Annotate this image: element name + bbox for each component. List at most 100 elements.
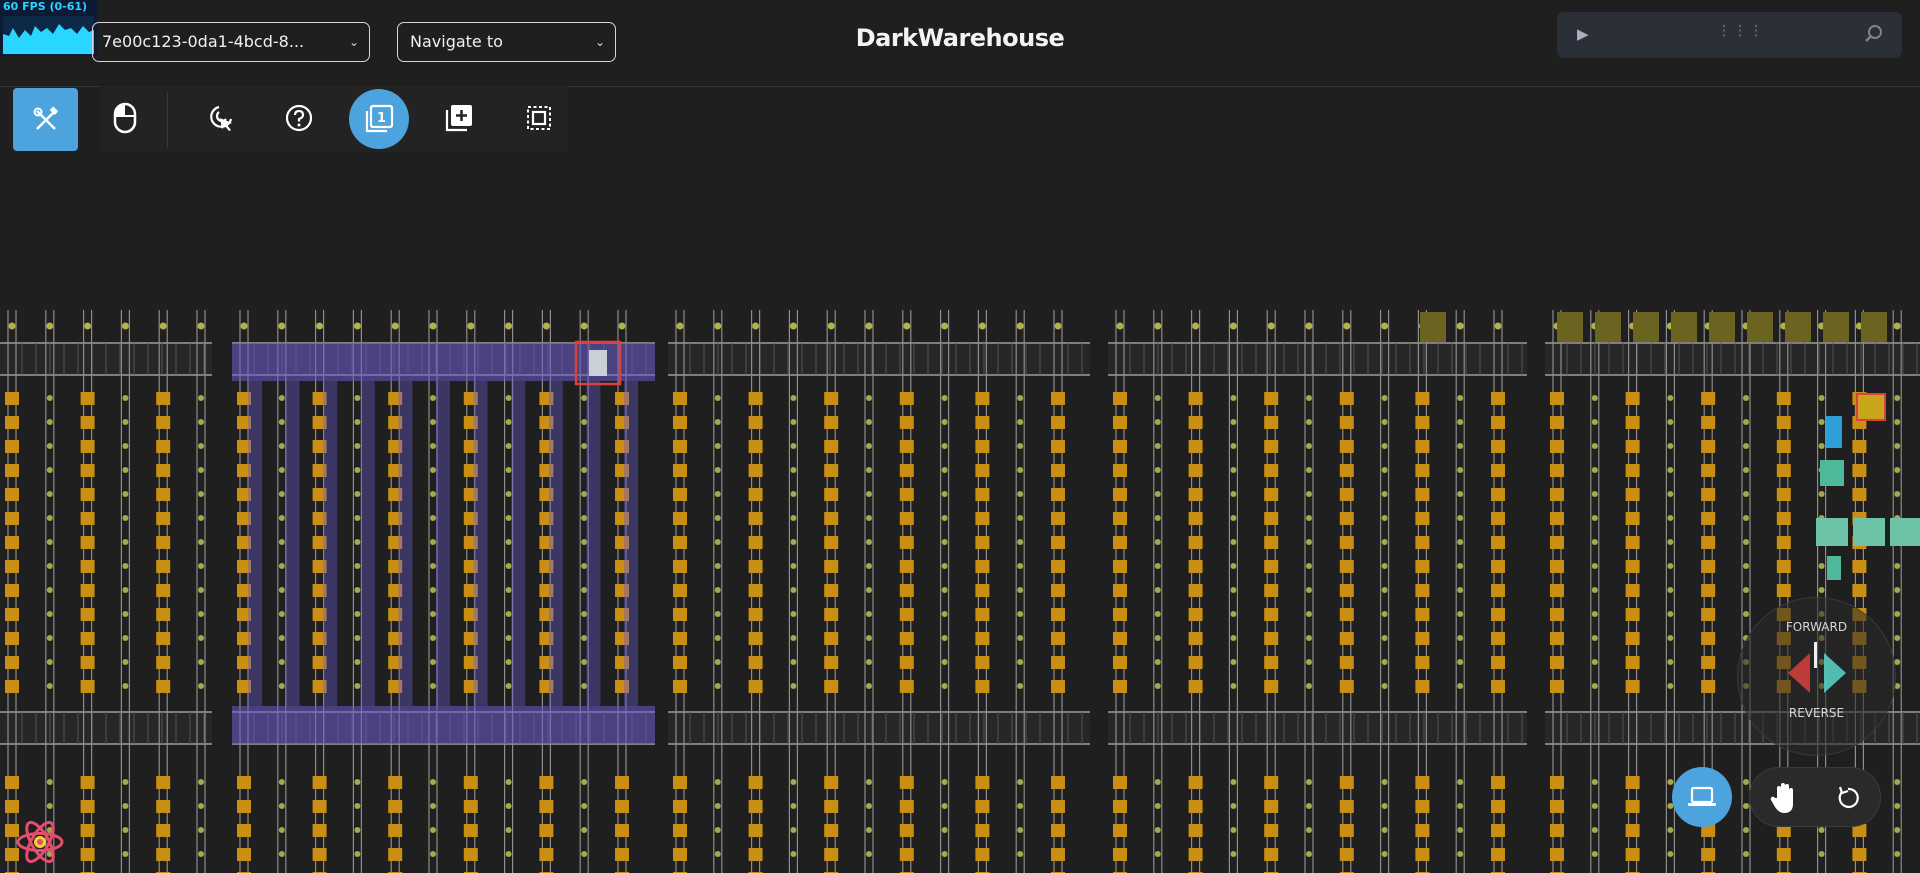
marker-dot bbox=[198, 491, 204, 497]
marker-dot bbox=[1306, 827, 1312, 833]
select-cursor-button[interactable] bbox=[202, 100, 238, 136]
marker-dot bbox=[505, 395, 512, 401]
storage-tote bbox=[899, 536, 914, 549]
marker-dot bbox=[1306, 683, 1312, 689]
selection-zone bbox=[473, 381, 488, 706]
storage-tote bbox=[463, 392, 478, 405]
storage-tote bbox=[899, 824, 914, 837]
reverse-arrow-icon[interactable] bbox=[1788, 653, 1810, 693]
marker-dot bbox=[278, 779, 285, 785]
drag-handle-icon[interactable]: ⋮⋮⋮ bbox=[1717, 23, 1765, 39]
selection-zone bbox=[398, 381, 413, 706]
marker-dot bbox=[430, 419, 436, 425]
storage-tote bbox=[673, 536, 687, 549]
add-layer-button[interactable] bbox=[441, 100, 477, 136]
storage-tote bbox=[1339, 848, 1354, 861]
storage-tote bbox=[1113, 632, 1127, 645]
marker-dot bbox=[1381, 827, 1388, 833]
storage-tote bbox=[1415, 464, 1430, 477]
marker-dot bbox=[1230, 395, 1237, 401]
storage-tote bbox=[1113, 584, 1127, 597]
storage-tote bbox=[1415, 800, 1430, 813]
playback-bar[interactable]: ▶ ⋮⋮⋮ bbox=[1557, 12, 1902, 58]
marker-dot bbox=[1306, 803, 1312, 809]
storage-tote bbox=[1625, 800, 1640, 813]
direction-control[interactable]: FORWARD REVERSE bbox=[1737, 597, 1896, 756]
storage-tote bbox=[1491, 848, 1505, 861]
storage-tote bbox=[1051, 488, 1065, 501]
forward-arrow-icon[interactable] bbox=[1824, 653, 1846, 693]
storage-tote bbox=[1188, 632, 1203, 645]
mouse-button[interactable] bbox=[107, 100, 143, 136]
marker-dot bbox=[198, 467, 204, 473]
storage-tote bbox=[975, 392, 990, 405]
marker-dot bbox=[1306, 779, 1312, 785]
storage-tote bbox=[1113, 680, 1127, 693]
id-select[interactable]: 7e00c123-0da1-4bcd-8... ⌄ bbox=[92, 22, 370, 62]
storage-tote bbox=[673, 416, 687, 429]
storage-tote bbox=[975, 488, 990, 501]
storage-tote bbox=[312, 536, 327, 549]
storage-tote bbox=[312, 512, 327, 525]
selection-zone bbox=[360, 381, 375, 706]
marker-dot bbox=[1230, 467, 1237, 473]
marker-dot bbox=[1743, 611, 1749, 617]
pan-reset-group bbox=[1749, 767, 1881, 827]
marker-dot bbox=[505, 491, 512, 497]
storage-tote bbox=[1852, 440, 1867, 453]
marker-dot bbox=[941, 515, 948, 521]
marker-dot bbox=[278, 443, 285, 449]
storage-tote bbox=[5, 800, 19, 813]
storage-tote bbox=[1051, 392, 1065, 405]
storage-tote bbox=[899, 560, 914, 573]
storage-tote bbox=[5, 416, 19, 429]
storage-tote bbox=[748, 680, 763, 693]
selection-zone bbox=[232, 706, 655, 744]
marker-dot bbox=[1743, 467, 1749, 473]
react-devtools-icon[interactable] bbox=[16, 818, 64, 866]
storage-tote bbox=[539, 488, 554, 501]
layer-button-active[interactable]: 1 bbox=[349, 89, 409, 149]
marker-dot bbox=[1818, 851, 1825, 857]
marker-dot bbox=[430, 779, 436, 785]
reset-icon[interactable] bbox=[1833, 783, 1863, 813]
marker-dot bbox=[941, 611, 948, 617]
layer-number: 1 bbox=[377, 111, 386, 126]
marker-dot bbox=[1667, 443, 1674, 449]
hand-pan-icon[interactable] bbox=[1767, 780, 1803, 816]
marker-dot bbox=[278, 635, 285, 641]
storage-tote bbox=[237, 584, 251, 597]
marker-dot bbox=[1116, 322, 1124, 330]
navigate-to-select[interactable]: Navigate to ⌄ bbox=[397, 22, 616, 62]
storage-tote bbox=[615, 824, 629, 837]
storage-tote bbox=[237, 560, 251, 573]
marker-dot bbox=[1230, 827, 1237, 833]
robot-highlight bbox=[574, 340, 622, 386]
storage-tote bbox=[463, 440, 478, 453]
marker-dot bbox=[1230, 491, 1237, 497]
storage-tote bbox=[824, 632, 839, 645]
marker-dot bbox=[46, 467, 53, 473]
storage-tote bbox=[748, 776, 763, 789]
screen-view-button[interactable] bbox=[1672, 767, 1732, 827]
marker-dot bbox=[46, 322, 54, 330]
storage-tote bbox=[1188, 416, 1203, 429]
storage-tote bbox=[1339, 776, 1354, 789]
play-icon[interactable]: ▶ bbox=[1577, 25, 1589, 43]
marker-dot bbox=[122, 419, 129, 425]
search-icon[interactable] bbox=[1864, 23, 1884, 43]
storage-tote bbox=[673, 608, 687, 621]
marker-dot bbox=[618, 322, 626, 330]
marker-dot bbox=[198, 563, 204, 569]
marker-dot bbox=[581, 683, 588, 689]
marker-dot bbox=[714, 515, 721, 521]
selection-box-button[interactable] bbox=[521, 100, 557, 136]
tools-button[interactable] bbox=[13, 88, 78, 151]
marker-dot bbox=[354, 539, 361, 545]
marker-dot bbox=[1154, 515, 1161, 521]
help-button[interactable] bbox=[281, 100, 317, 136]
marker-dot bbox=[714, 827, 721, 833]
marker-dot bbox=[941, 563, 948, 569]
marker-dot bbox=[122, 803, 129, 809]
